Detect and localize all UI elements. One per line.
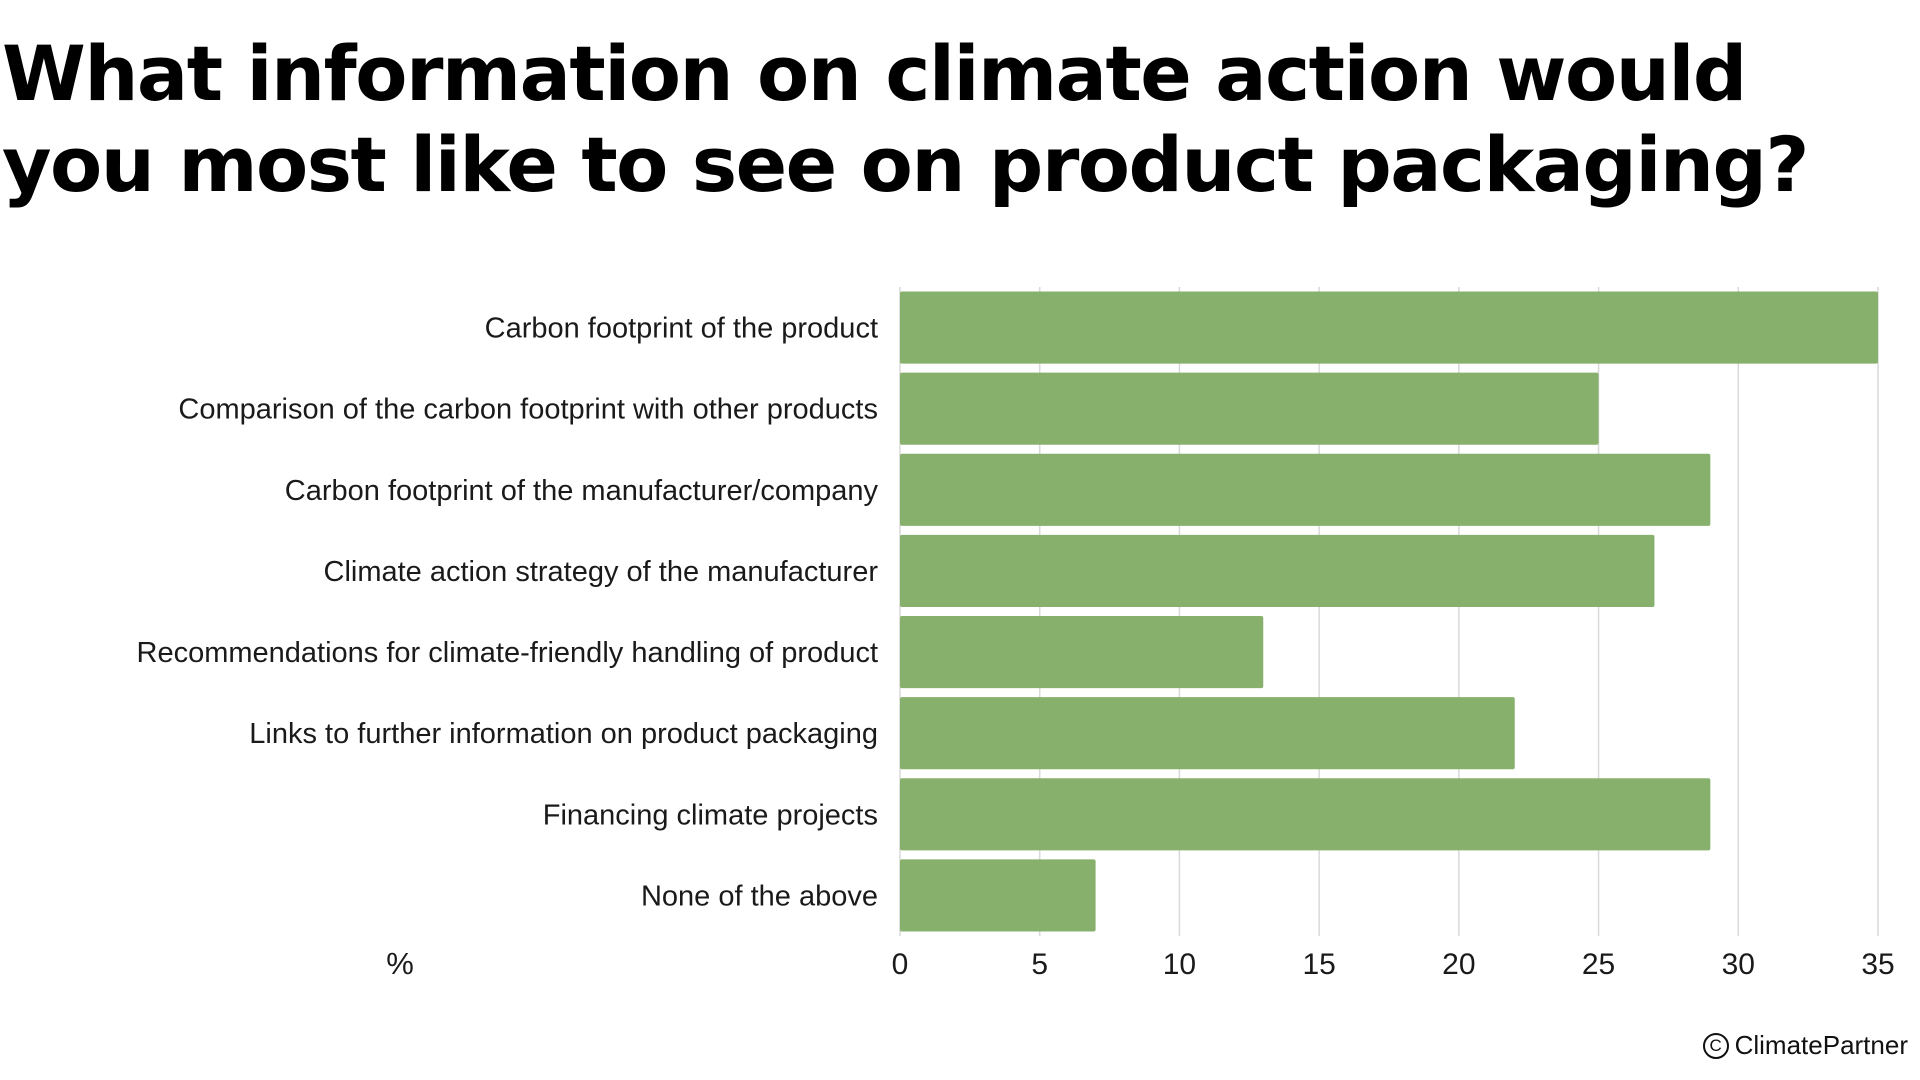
x-tick-label: 5 [1031,948,1048,981]
category-labels: Carbon footprint of the product Compariso… [137,313,879,913]
x-tick-label: 25 [1582,948,1615,981]
bar [900,372,1599,445]
category-label: None of the above [641,880,878,912]
category-label: Recommendations for climate-friendly han… [137,637,878,669]
bar [900,534,1655,608]
category-label: Carbon footprint of the manufacturer/com… [285,475,879,507]
bar [900,778,1711,851]
x-tick-label: 15 [1302,948,1335,981]
x-axis-ticks: 0 5 10 15 20 25 30 35 [892,948,1895,981]
x-tick-label: 20 [1442,948,1475,981]
x-tick-label: 10 [1163,948,1196,981]
chart-title: What information on climate action would… [2,29,1809,209]
category-label: Links to further information on product … [249,718,878,750]
source-credit: C ClimatePartner [1702,1030,1908,1061]
bar [900,859,1096,932]
bar [900,615,1264,689]
category-label: Climate action strategy of the manufactu… [324,556,879,588]
copyright-icon: C [1702,1032,1729,1059]
bar [900,453,1711,526]
bars [900,291,1878,932]
category-label: Financing climate projects [543,799,878,831]
credit-text: ClimatePartner [1734,1030,1908,1060]
x-tick-label: 0 [892,948,909,981]
category-label: Comparison of the carbon footprint with … [178,394,878,426]
x-axis-unit-label: % [386,946,414,981]
x-tick-label: 30 [1722,948,1755,981]
category-label: Carbon footprint of the product [485,313,878,345]
bar [900,291,1878,364]
x-tick-label: 35 [1861,948,1894,981]
bar [900,697,1515,770]
